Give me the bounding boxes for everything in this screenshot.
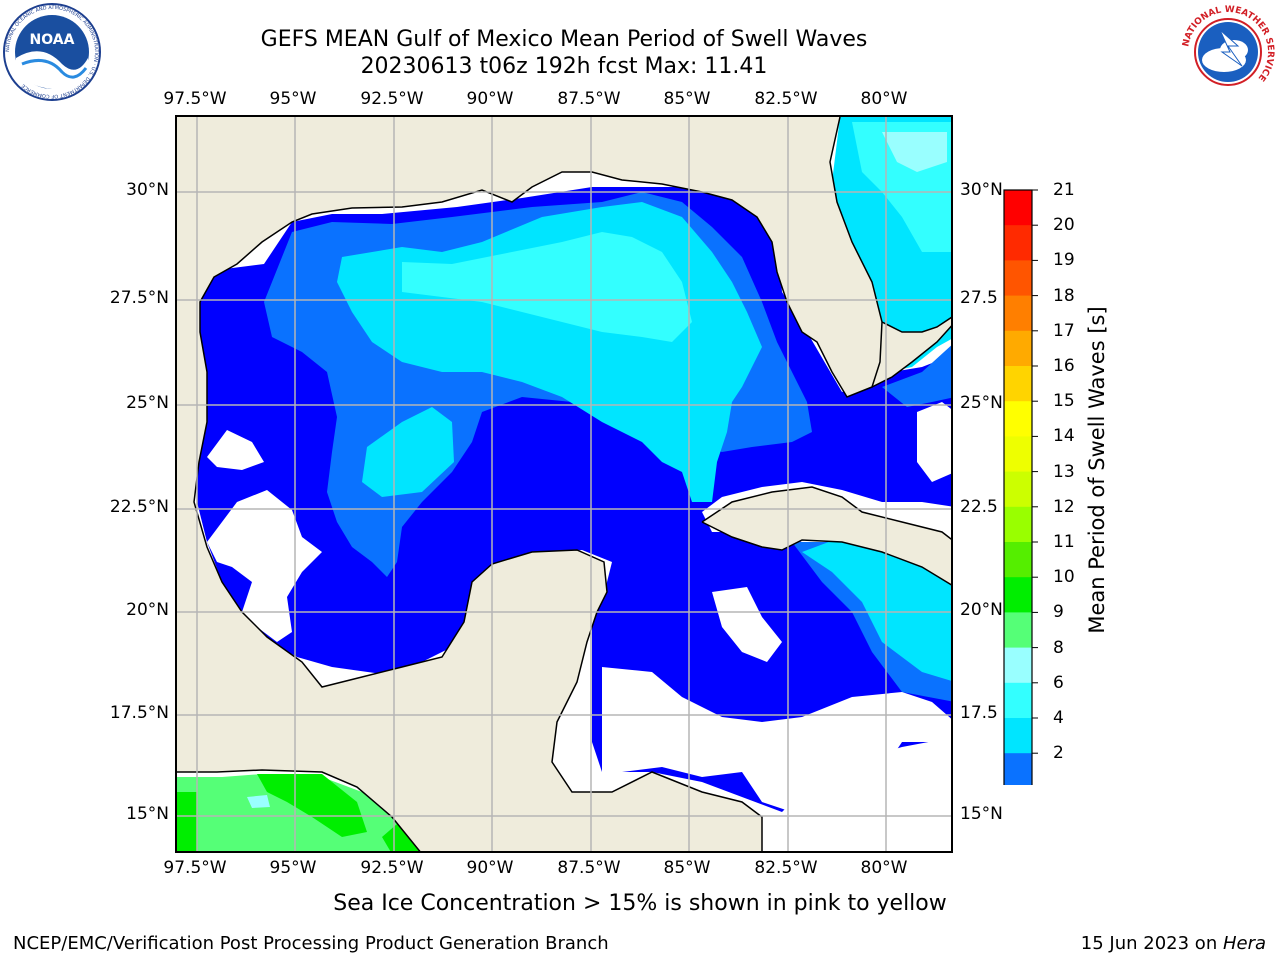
colorbar-segment <box>1004 753 1032 785</box>
lat-label: 20°N <box>960 600 1003 620</box>
nws-logo: NATIONAL WEATHER SERVICE <box>1176 2 1280 102</box>
colorbar <box>1003 189 1038 785</box>
lon-label: 95°W <box>269 89 317 109</box>
coast-pacific <box>177 769 421 851</box>
lon-label: 85°W <box>663 89 711 109</box>
lat-label: 27.5°N <box>109 288 169 308</box>
swell-period-field <box>177 117 951 851</box>
lat-label: 25°N <box>126 393 169 413</box>
lat-label: 22.5°N <box>109 497 169 517</box>
lon-label: 90°W <box>466 858 514 878</box>
field-cyan-3 <box>802 537 951 681</box>
colorbar-tick-label: 11 <box>1053 532 1075 552</box>
lat-label: 17.5°N <box>109 703 169 723</box>
lon-label: 82.5°W <box>754 858 818 878</box>
lon-label: 80°W <box>860 858 908 878</box>
field-pale-cyan <box>882 132 947 172</box>
field-light-cyan <box>402 232 692 342</box>
colorbar-tick-label: 10 <box>1053 567 1075 588</box>
field-gap <box>207 430 322 642</box>
lat-label: 20°N <box>126 600 169 620</box>
colorbar-segment <box>1004 436 1032 473</box>
colorbar-tick-label: 8 <box>1053 637 1064 658</box>
colorbar-segment <box>1004 506 1032 543</box>
map-panel <box>175 115 953 853</box>
footer-date-text: 15 Jun 2023 on <box>1080 933 1223 954</box>
colorbar-segment <box>1004 542 1032 578</box>
land <box>177 117 951 851</box>
colorbar-tick-label: 12 <box>1053 496 1075 517</box>
graticule <box>177 117 951 851</box>
colorbar-segment <box>1004 330 1032 367</box>
colorbar-segment <box>1004 682 1032 719</box>
colorbar-tick-label: 13 <box>1053 461 1075 482</box>
colorbar-segment <box>1004 718 1032 754</box>
map-canvas <box>177 117 951 851</box>
coast-cuba <box>701 486 951 586</box>
lon-label: 85°W <box>663 858 711 878</box>
colorbar-segment <box>1004 225 1032 261</box>
colorbar-segment <box>1004 647 1032 684</box>
colorbar-label: Mean Period of Swell Waves [s] <box>1085 306 1109 634</box>
lon-label: 92.5°W <box>360 89 424 109</box>
lon-label: 97.5°W <box>163 89 227 109</box>
land-usa-mexico-west <box>177 117 882 851</box>
colorbar-tick-label: 18 <box>1053 285 1075 306</box>
colorbar-segment <box>1004 612 1032 649</box>
field-pacific-green <box>177 774 420 851</box>
colorbar-segment <box>1004 190 1032 226</box>
colorbar-segment <box>1004 577 1032 613</box>
chart-subtitle: 20230613 t06z 192h fcst Max: 11.41 <box>360 54 768 79</box>
lat-label: 17.5 <box>960 703 998 723</box>
lon-label: 92.5°W <box>360 858 424 878</box>
lon-label: 90°W <box>466 89 514 109</box>
colorbar-segment <box>1004 471 1032 508</box>
footer-date: 15 Jun 2023 on Hera <box>1081 933 1266 954</box>
colorbar-segment <box>1004 401 1032 437</box>
lat-label: 30°N <box>960 180 1003 200</box>
lon-label: 97.5°W <box>163 858 227 878</box>
colorbar-tick-label: 17 <box>1053 320 1075 341</box>
colorbar-segment <box>1004 366 1032 402</box>
sea-ice-note: Sea Ice Concentration > 15% is shown in … <box>333 891 947 916</box>
lon-label: 80°W <box>860 89 908 109</box>
lat-label: 15°N <box>960 804 1003 824</box>
lon-label: 95°W <box>269 858 317 878</box>
colorbar-tick-label: 4 <box>1053 708 1064 728</box>
field-medium-blue-2 <box>882 345 951 407</box>
colorbar-tick-label: 2 <box>1053 743 1064 764</box>
colorbar-segment <box>1004 260 1032 297</box>
colorbar-tick-label: 6 <box>1053 672 1064 693</box>
lat-label: 15°N <box>126 804 169 824</box>
lat-label: 27.5 <box>960 288 998 308</box>
land-florida-south <box>872 317 951 387</box>
colorbar-tick-label: 19 <box>1053 250 1075 271</box>
lat-label: 25°N <box>960 393 1003 413</box>
lon-label: 87.5°W <box>557 858 621 878</box>
footer-host: Hera <box>1222 933 1266 954</box>
colorbar-tick-label: 21 <box>1053 180 1075 200</box>
svg-text:NOAA: NOAA <box>30 32 75 48</box>
chart-title: GEFS MEAN Gulf of Mexico Mean Period of … <box>260 27 868 52</box>
lat-label: 30°N <box>126 180 169 200</box>
colorbar-outline <box>1003 189 1033 785</box>
colorbar-tick-label: 9 <box>1053 602 1064 623</box>
colorbar-tick-label: 16 <box>1053 356 1075 376</box>
lon-label: 82.5°W <box>754 89 818 109</box>
colorbar-tick-label: 20 <box>1053 215 1075 236</box>
colorbar-tick-label: 15 <box>1053 391 1075 412</box>
field-cyan-2 <box>362 407 454 497</box>
colorbar-segment <box>1004 295 1032 332</box>
field-pacific-pale <box>247 795 270 808</box>
noaa-logo: NOAA NATIONAL OCEANIC AND ATMOSPHERIC AD… <box>2 2 102 102</box>
lat-label: 22.5 <box>960 497 998 517</box>
footer-credit: NCEP/EMC/Verification Post Processing Pr… <box>13 933 609 954</box>
colorbar-tick-label: 14 <box>1053 426 1075 447</box>
land-florida-keys-cuba <box>702 487 951 585</box>
lon-label: 87.5°W <box>557 89 621 109</box>
